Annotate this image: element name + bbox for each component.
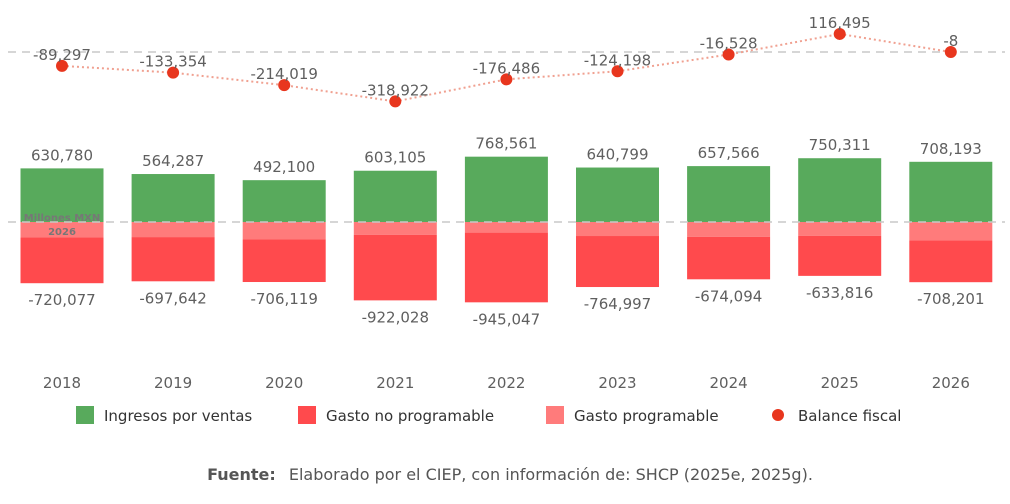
bar-gasto-no-programable-2021 [353, 234, 437, 301]
label-gasto-total-2024: -674,094 [695, 287, 762, 305]
bar-gasto-no-programable-2018 [20, 237, 104, 284]
balance-point-2024 [722, 48, 735, 61]
balance-point-2021 [389, 95, 402, 108]
x-tick-2023: 2023 [598, 374, 636, 392]
legend-swatch-gasto-no-programable [298, 406, 316, 424]
bar-ingresos-2025 [798, 158, 882, 222]
label-balance-2021: -318,922 [362, 81, 429, 99]
bar-ingresos-2022 [464, 156, 548, 222]
label-balance-2024: -16,528 [700, 35, 758, 53]
bar-ingresos-2018 [20, 168, 104, 222]
data-labels-layer: 630,780 -720,077 564,287 -697,642 492,100 -70… [28, 14, 984, 328]
label-ingresos-2023: 640,799 [586, 146, 648, 164]
balance-point-2022 [500, 73, 513, 86]
balance-point-2023 [611, 65, 624, 78]
unit-label: Millones MXN 2026 [24, 213, 100, 238]
label-gasto-total-2025: -633,816 [806, 284, 873, 302]
source-label: Fuente: [207, 465, 276, 484]
label-ingresos-2025: 750,311 [809, 136, 871, 154]
x-tick-2025: 2025 [821, 374, 859, 392]
balance-point-2018 [56, 59, 68, 72]
bar-gasto-no-programable-2022 [464, 232, 548, 303]
x-axis: 2018 2019 2020 2021 2022 2023 2024 2025 2026 [43, 374, 970, 392]
label-ingresos-2026: 708,193 [920, 140, 982, 158]
bars-layer [20, 156, 993, 303]
bar-gasto-programable-2021 [353, 222, 437, 235]
label-balance-2019: -133,354 [139, 53, 206, 71]
x-tick-2021: 2021 [376, 374, 414, 392]
balance-point-2020 [278, 79, 291, 92]
reference-lines [8, 51, 1005, 223]
legend: Ingresos por ventas Gasto no programable G… [76, 406, 901, 425]
svg-text:Fuente: Elaborado por: Fuente: Elaborado por el CIEP, con infor… [207, 465, 813, 484]
bar-ingresos-2019 [131, 174, 215, 222]
bar-gasto-no-programable-2025 [798, 235, 882, 276]
label-ingresos-2024: 657,566 [698, 144, 760, 162]
label-gasto-total-2023: -764,997 [584, 295, 651, 313]
bar-ingresos-2020 [242, 180, 326, 222]
x-tick-2024: 2024 [710, 374, 748, 392]
bar-ingresos-2024 [687, 166, 771, 222]
x-tick-2020: 2020 [265, 374, 303, 392]
bar-gasto-programable-2020 [242, 222, 326, 240]
source-text: Elaborado por el CIEP, con información d… [289, 465, 813, 484]
label-balance-2018: -89,297 [33, 46, 91, 64]
bar-gasto-programable-2018 [20, 222, 104, 238]
bar-gasto-programable-2026 [909, 222, 993, 241]
label-balance-2026: -8 [943, 32, 958, 50]
unit-label-line2: 2026 [48, 227, 76, 238]
balance-point-2025 [833, 27, 846, 40]
bar-gasto-programable-2024 [687, 222, 771, 237]
bar-ingresos-2021 [353, 170, 437, 222]
bar-ingresos-2023 [576, 167, 659, 222]
label-balance-2020: -214,019 [250, 65, 317, 83]
label-gasto-total-2018: -720,077 [28, 291, 95, 309]
balance-line-layer [56, 27, 957, 108]
bar-gasto-programable-2025 [798, 222, 882, 236]
bar-gasto-no-programable-2019 [131, 237, 215, 282]
label-ingresos-2018: 630,780 [31, 146, 93, 164]
label-gasto-total-2021: -922,028 [362, 308, 429, 326]
x-tick-2018: 2018 [43, 374, 81, 392]
x-tick-2019: 2019 [154, 374, 192, 392]
bar-gasto-no-programable-2024 [687, 236, 771, 280]
label-ingresos-2020: 492,100 [253, 158, 315, 176]
legend-label-gasto-programable: Gasto programable [574, 407, 719, 425]
bar-gasto-no-programable-2020 [242, 239, 326, 283]
label-ingresos-2021: 603,105 [364, 149, 426, 167]
label-gasto-total-2019: -697,642 [139, 289, 206, 307]
label-gasto-total-2026: -708,201 [917, 290, 984, 308]
label-ingresos-2022: 768,561 [475, 135, 537, 153]
source-note: Fuente: Elaborado por el CIEP, con infor… [207, 465, 813, 484]
balance-point-2026 [944, 46, 957, 59]
legend-swatch-balance [772, 409, 784, 421]
bar-gasto-programable-2023 [576, 222, 659, 237]
bar-gasto-programable-2019 [131, 222, 215, 238]
label-balance-2022: -176,486 [473, 59, 540, 77]
legend-swatch-gasto-programable [546, 406, 564, 424]
x-tick-2026: 2026 [932, 374, 970, 392]
unit-label-line1: Millones MXN [24, 213, 100, 224]
bar-gasto-no-programable-2026 [909, 240, 993, 283]
label-ingresos-2019: 564,287 [142, 152, 204, 170]
legend-swatch-ingresos [76, 406, 94, 424]
label-gasto-total-2022: -945,047 [473, 310, 540, 328]
label-gasto-total-2020: -706,119 [250, 290, 317, 308]
balance-point-2019 [167, 66, 180, 79]
legend-label-balance: Balance fiscal [798, 407, 901, 425]
bar-gasto-no-programable-2023 [576, 236, 659, 288]
x-tick-2022: 2022 [487, 374, 525, 392]
label-balance-2023: -124,198 [584, 51, 651, 69]
label-balance-2025: 116,495 [809, 14, 871, 32]
legend-label-ingresos: Ingresos por ventas [104, 407, 252, 425]
bar-ingresos-2026 [909, 161, 993, 222]
bar-gasto-programable-2022 [464, 222, 548, 233]
legend-label-gasto-no-programable: Gasto no programable [326, 407, 494, 425]
